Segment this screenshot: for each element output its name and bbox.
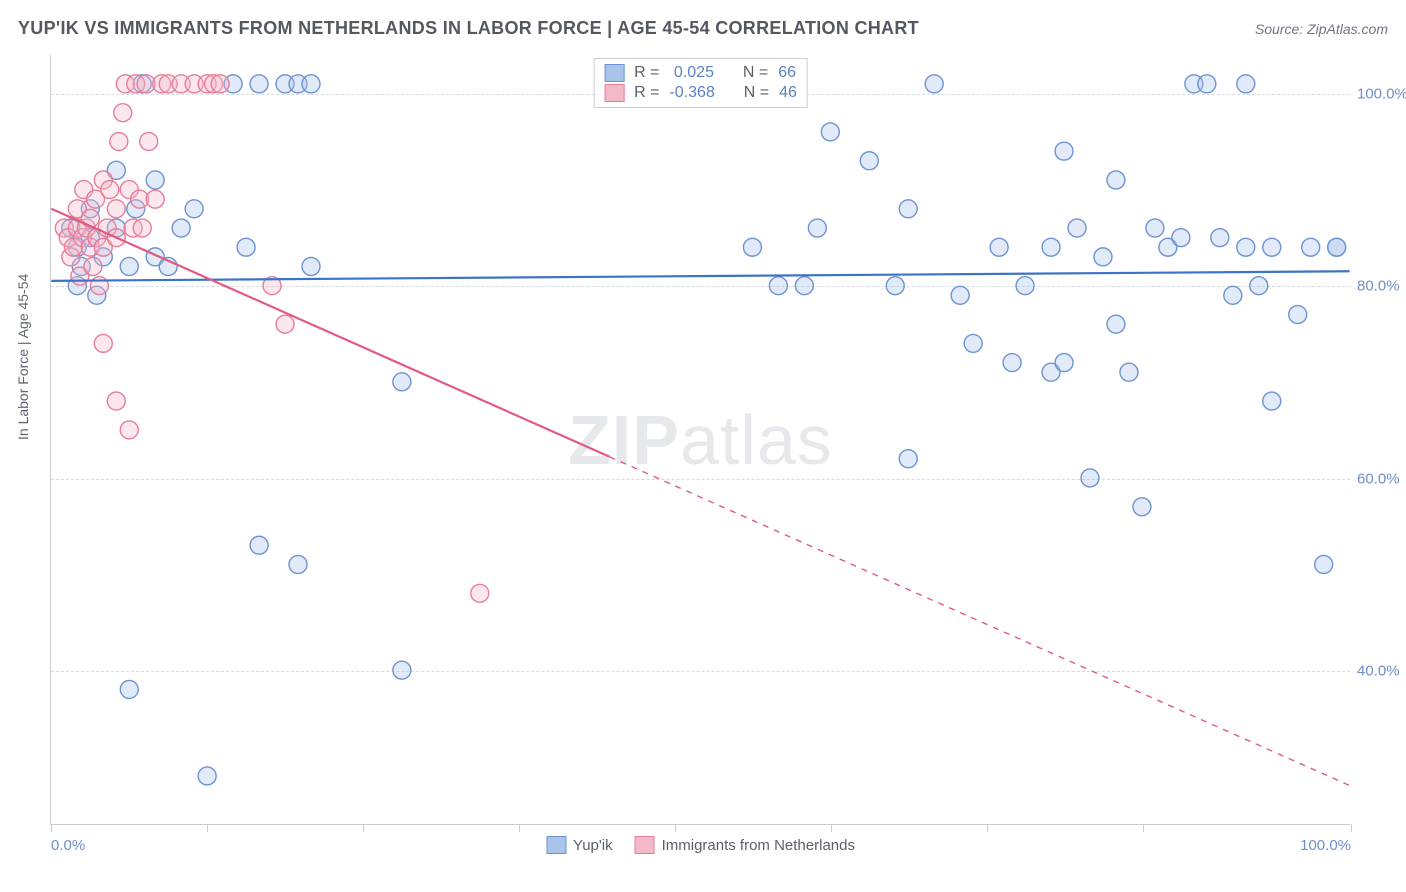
- y-tick-label: 40.0%: [1357, 663, 1406, 680]
- legend-R-yupik: 0.025: [669, 64, 714, 82]
- series-legend: Yup'ik Immigrants from Netherlands: [546, 836, 855, 854]
- series-legend-item-yupik: Yup'ik: [546, 836, 613, 854]
- chart-title: YUP'IK VS IMMIGRANTS FROM NETHERLANDS IN…: [18, 18, 919, 39]
- x-tick: [519, 824, 520, 832]
- legend-swatch-yupik: [604, 64, 624, 82]
- legend-R-label-2: R =: [634, 84, 659, 102]
- x-tick: [207, 824, 208, 832]
- title-bar: YUP'IK VS IMMIGRANTS FROM NETHERLANDS IN…: [18, 18, 1388, 39]
- legend-N-yupik: 66: [778, 64, 796, 82]
- series-legend-item-netherlands: Immigrants from Netherlands: [635, 836, 855, 854]
- series-swatch-yupik: [546, 836, 566, 854]
- x-tick-label: 0.0%: [51, 837, 85, 854]
- source-attribution: Source: ZipAtlas.com: [1255, 21, 1388, 37]
- y-axis-label: In Labor Force | Age 45-54: [15, 274, 31, 440]
- x-tick: [1143, 824, 1144, 832]
- series-label-netherlands: Immigrants from Netherlands: [662, 837, 855, 854]
- y-tick-label: 100.0%: [1357, 85, 1406, 102]
- x-tick-label: 100.0%: [1300, 837, 1351, 854]
- legend-N-label-2: N =: [744, 84, 769, 102]
- legend-N-label: N =: [743, 64, 768, 82]
- correlation-legend: R = 0.025 N = 66 R = -0.368 N = 46: [593, 58, 808, 108]
- chart-container: YUP'IK VS IMMIGRANTS FROM NETHERLANDS IN…: [0, 0, 1406, 892]
- legend-row-netherlands: R = -0.368 N = 46: [604, 83, 797, 103]
- x-tick: [363, 824, 364, 832]
- scatter-svg: [51, 55, 1350, 824]
- legend-R-netherlands: -0.368: [669, 84, 714, 102]
- x-tick: [831, 824, 832, 832]
- x-tick: [675, 824, 676, 832]
- y-tick-label: 60.0%: [1357, 470, 1406, 487]
- legend-swatch-netherlands: [604, 84, 624, 102]
- legend-N-netherlands: 46: [779, 84, 797, 102]
- legend-row-yupik: R = 0.025 N = 66: [604, 63, 797, 83]
- legend-R-label: R =: [634, 64, 659, 82]
- plot-area: 40.0%60.0%80.0%100.0% 0.0%100.0% ZIPatla…: [50, 55, 1350, 825]
- y-tick-label: 80.0%: [1357, 278, 1406, 295]
- x-tick: [987, 824, 988, 832]
- x-tick: [51, 824, 52, 832]
- series-label-yupik: Yup'ik: [573, 837, 613, 854]
- x-tick: [1351, 824, 1352, 832]
- series-swatch-netherlands: [635, 836, 655, 854]
